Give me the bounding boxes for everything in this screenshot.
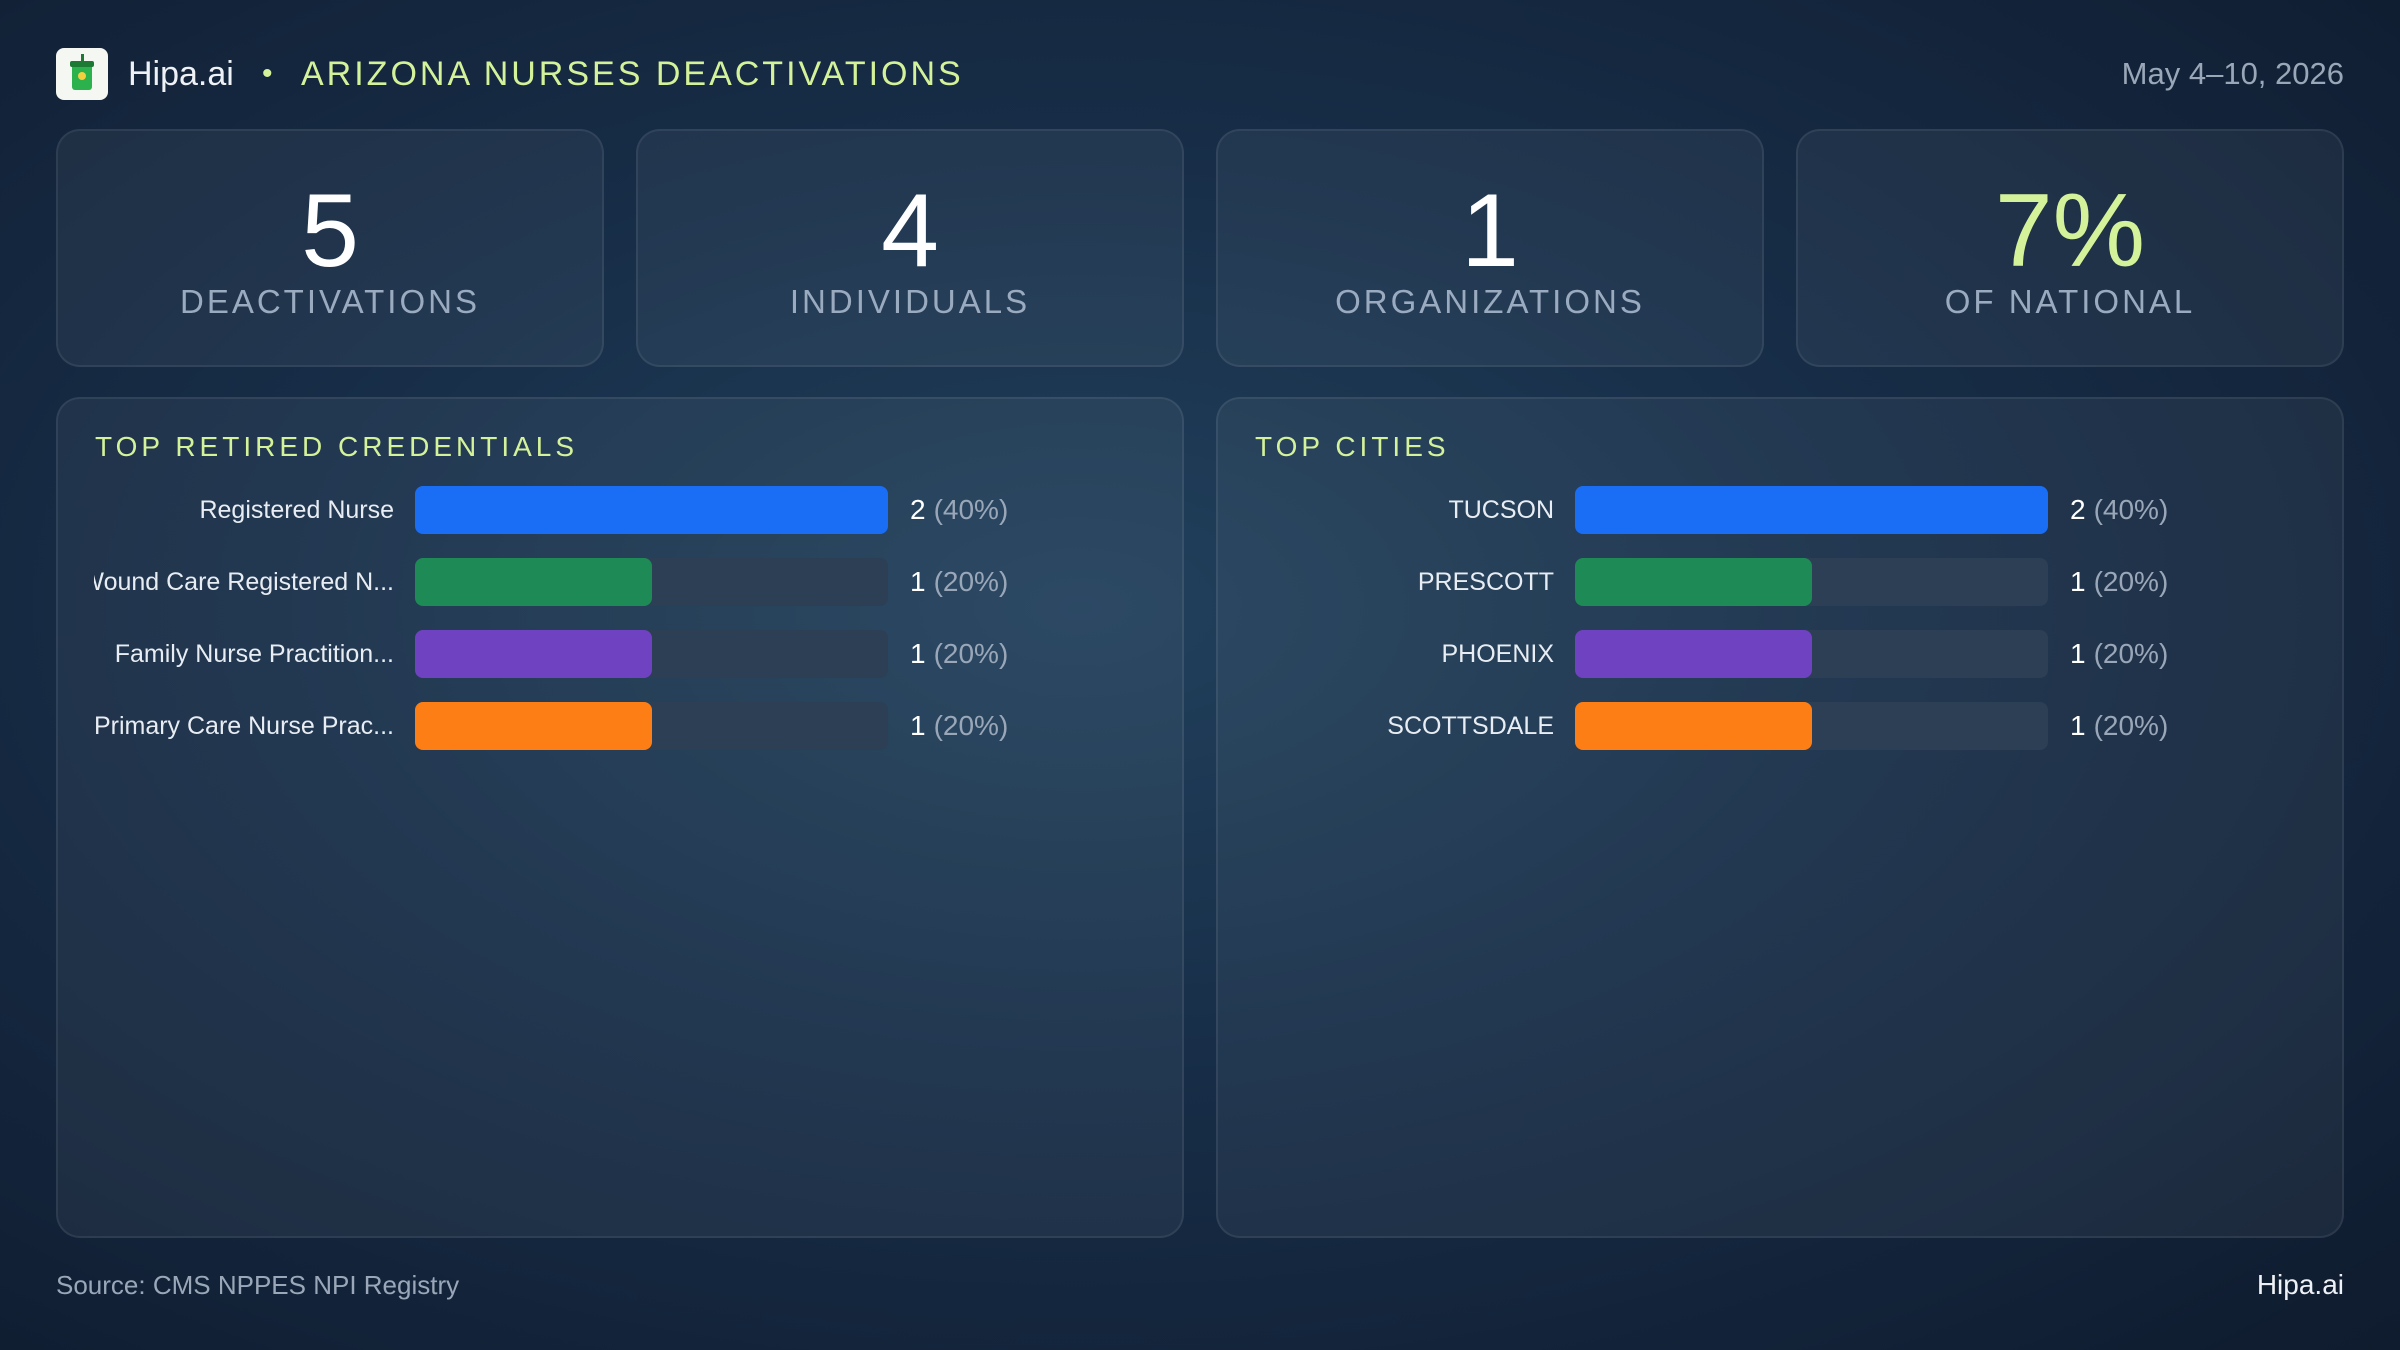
kpi-label: DEACTIVATIONS bbox=[180, 283, 480, 320]
kpi-value: 7% bbox=[1994, 173, 2146, 289]
row-label: Wound Care Registered N... bbox=[94, 567, 394, 596]
value-label: 1 (20%) bbox=[2070, 630, 2168, 678]
kpi-value: 5 bbox=[301, 173, 359, 289]
kpi-value: 4 bbox=[881, 173, 939, 289]
row-label: SCOTTSDALE bbox=[1387, 711, 1554, 740]
value-label: 1 (20%) bbox=[910, 630, 1008, 678]
bar bbox=[1575, 702, 1812, 750]
share-label: (20%) bbox=[933, 566, 1009, 597]
share-label: (20%) bbox=[2093, 710, 2169, 741]
row-label: Primary Care Nurse Prac... bbox=[94, 711, 394, 740]
row-label: PHOENIX bbox=[1441, 639, 1554, 668]
value: 2 bbox=[2070, 494, 2086, 525]
chart-panel: TOP RETIRED CREDENTIALS Registered Nurse 2… bbox=[56, 397, 1184, 1238]
value-label: 1 (20%) bbox=[2070, 702, 2168, 750]
bar bbox=[1575, 558, 1812, 606]
kpi-label: ORGANIZATIONS bbox=[1335, 283, 1645, 320]
brand: Hipa.ai bbox=[128, 55, 234, 93]
chart-panel: TOP CITIES TUCSON 2 (40%) PRESCOTT 1 (20%) PHOE… bbox=[1216, 397, 2344, 1238]
logo bbox=[56, 48, 108, 100]
bar bbox=[415, 630, 652, 678]
value: 2 bbox=[910, 494, 926, 525]
share-label: (20%) bbox=[933, 710, 1009, 741]
value: 1 bbox=[910, 710, 926, 741]
value: 1 bbox=[2070, 566, 2086, 597]
share-label: (20%) bbox=[933, 638, 1009, 669]
bar bbox=[415, 486, 888, 534]
kpi-label: INDIVIDUALS bbox=[789, 283, 1031, 320]
share-label: (40%) bbox=[2093, 494, 2169, 525]
value: 1 bbox=[910, 638, 926, 669]
separator: • bbox=[262, 57, 273, 90]
value-label: 2 (40%) bbox=[910, 486, 1008, 534]
panel-title: TOP RETIRED CREDENTIALS bbox=[95, 431, 579, 462]
bar bbox=[1575, 486, 2048, 534]
row-label: PRESCOTT bbox=[1417, 567, 1554, 596]
value-label: 1 (20%) bbox=[910, 558, 1008, 606]
value: 1 bbox=[910, 566, 926, 597]
source: Source: CMS NPPES NPI Registry bbox=[56, 1270, 460, 1300]
row-label: Registered Nurse bbox=[199, 495, 394, 524]
kpi-label: OF NATIONAL bbox=[1944, 283, 2196, 320]
date-range: May 4–10, 2026 bbox=[2121, 56, 2344, 91]
footer-brand: Hipa.ai bbox=[2256, 1269, 2344, 1300]
value-label: 2 (40%) bbox=[2070, 486, 2168, 534]
row-label: Family Nurse Practition... bbox=[114, 639, 394, 668]
kpi-card: 5 DEACTIVATIONS bbox=[56, 129, 604, 367]
kpi-card: 7% OF NATIONAL bbox=[1796, 129, 2344, 367]
row-label: TUCSON bbox=[1448, 495, 1554, 524]
page-title: ARIZONA NURSES DEACTIVATIONS bbox=[301, 55, 964, 93]
kpi-card: 1 ORGANIZATIONS bbox=[1216, 129, 1764, 367]
bar bbox=[1575, 630, 1812, 678]
share-label: (40%) bbox=[933, 494, 1009, 525]
panel-title: TOP CITIES bbox=[1255, 431, 1450, 462]
value: 1 bbox=[2070, 710, 2086, 741]
value-label: 1 (20%) bbox=[910, 702, 1008, 750]
kpi-card: 4 INDIVIDUALS bbox=[636, 129, 1184, 367]
bar bbox=[415, 558, 652, 606]
value-label: 1 (20%) bbox=[2070, 558, 2168, 606]
bar bbox=[415, 702, 652, 750]
value: 1 bbox=[2070, 638, 2086, 669]
share-label: (20%) bbox=[2093, 638, 2169, 669]
share-label: (20%) bbox=[2093, 566, 2169, 597]
kpi-value: 1 bbox=[1461, 173, 1519, 289]
